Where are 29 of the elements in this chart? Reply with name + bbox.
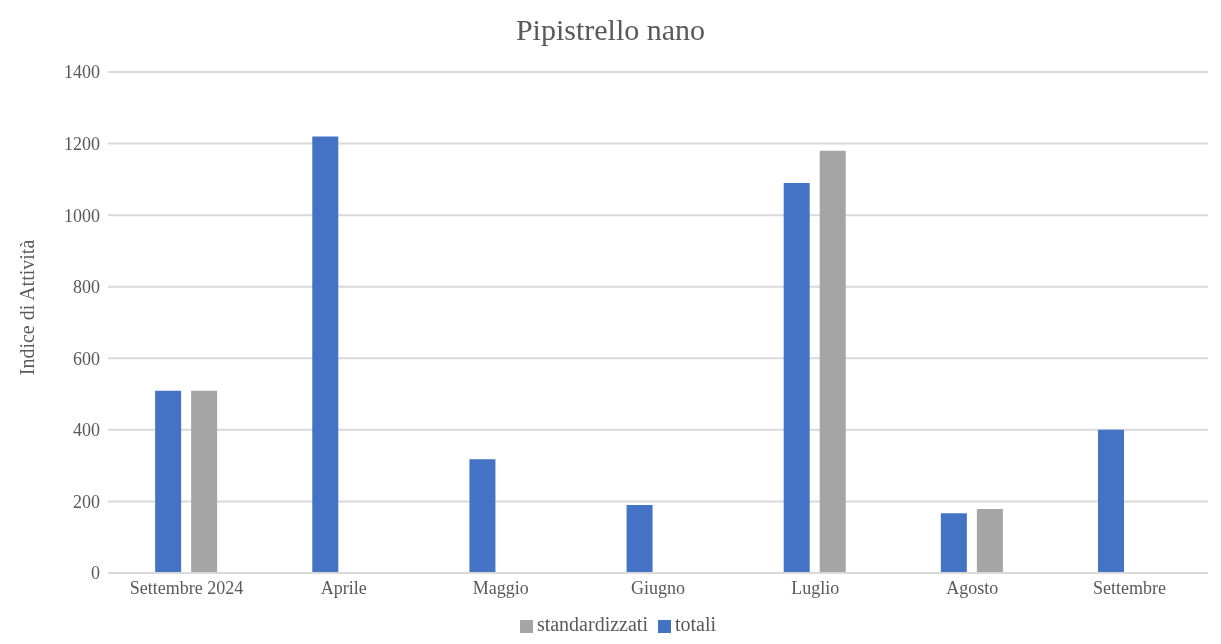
chart-title: Pipistrello nano [514,12,707,48]
x-tick-label: Agosto [946,577,999,598]
y-tick-label: 1400 [64,62,100,83]
bar [1098,429,1124,573]
x-tick-label: Aprile [320,577,367,598]
y-tick-label: 0 [91,563,100,584]
bar [312,136,339,573]
bar [976,508,1003,573]
bar [155,390,182,573]
y-tick-label: 800 [73,277,100,298]
y-tick-label: 200 [73,491,100,512]
x-tick-label: Giugno [631,577,685,598]
y-axis-title: Indice di Attività [16,239,40,375]
x-tick-label: Settembre [1092,577,1166,598]
x-tick-label: Settembre 2024 [129,577,244,598]
legend-label: standardizzati [536,613,648,635]
y-tick-label: 400 [73,420,100,441]
bar [940,513,967,573]
x-tick-label: Maggio [472,577,529,598]
bar [819,150,846,573]
x-tick-label: Luglio [791,577,840,598]
bar [191,390,218,573]
legend-label: totali [674,613,717,635]
y-tick-label: 1000 [64,205,100,226]
bar [469,459,496,573]
y-tick-label: 1200 [64,133,100,154]
bar [626,505,653,573]
y-tick-label: 600 [73,348,100,369]
bar [783,182,810,573]
